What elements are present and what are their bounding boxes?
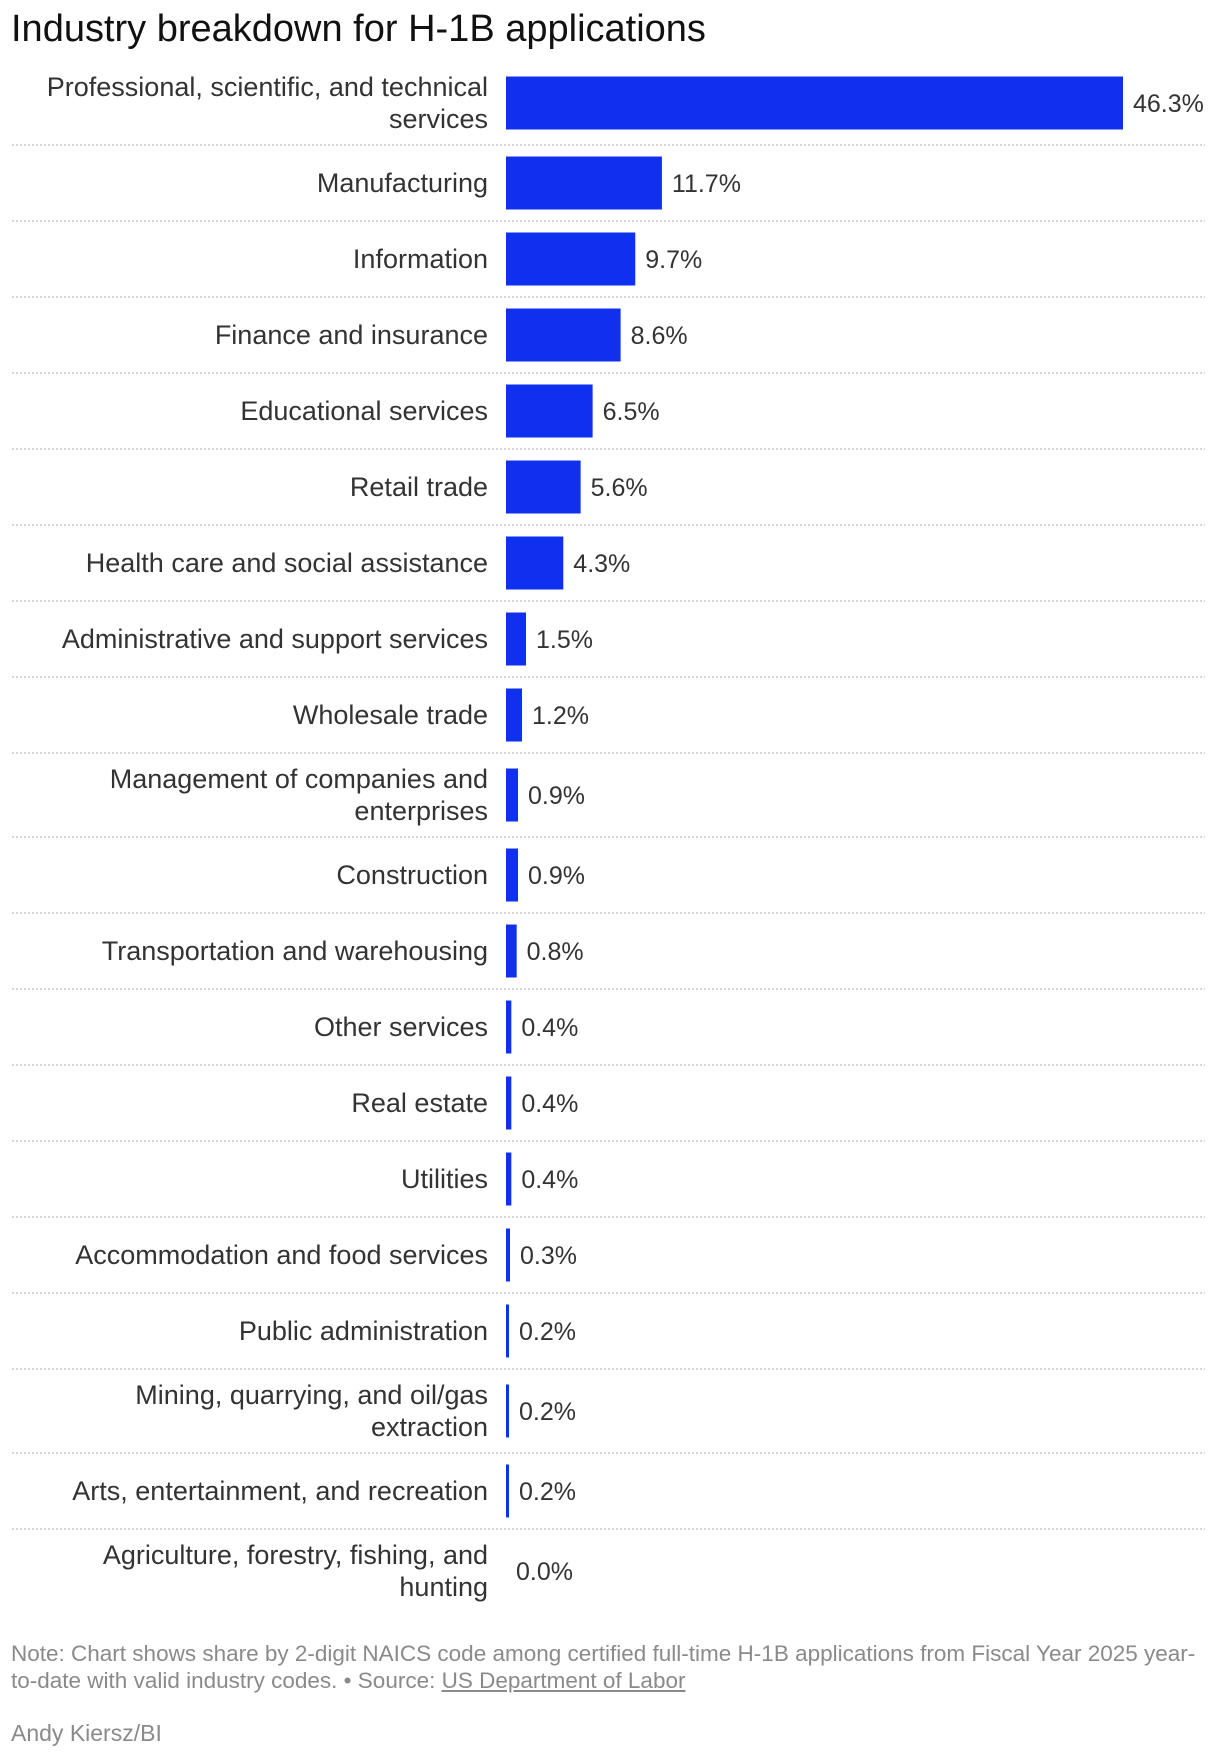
category-label: Information: [352, 244, 488, 274]
bar: [506, 1076, 512, 1130]
value-label: 5.6%: [591, 474, 648, 502]
bar: [506, 308, 621, 362]
category-label: Mining, quarrying, and oil/gas extractio…: [135, 1380, 488, 1442]
category-label: Wholesale trade: [292, 700, 488, 730]
bar: [506, 1228, 510, 1282]
category-label: Retail trade: [349, 472, 488, 502]
bar: [506, 76, 1123, 130]
value-label: 46.3%: [1133, 90, 1204, 118]
bar: [506, 848, 518, 902]
bar: [506, 1464, 509, 1518]
category-label: Management of companies and enterprises: [109, 764, 488, 826]
note-text: Note: Chart shows share by 2-digit NAICS…: [11, 1641, 1196, 1693]
value-label: 11.7%: [672, 170, 741, 198]
bar: [506, 536, 564, 590]
category-label: Health care and social assistance: [85, 548, 488, 578]
bar: [506, 384, 593, 438]
category-label: Utilities: [400, 1164, 488, 1194]
category-label: Educational services: [240, 396, 488, 426]
value-label: 0.4%: [521, 1014, 578, 1042]
category-label: Accommodation and food services: [75, 1240, 488, 1270]
value-label: 0.9%: [528, 782, 585, 810]
category-label: Finance and insurance: [214, 320, 488, 350]
bar-chart: 46.3% 11.7% 9.7% 8.6% 6.5% 5.6% 4.3% 1.5% 1.2% 0.…: [12, 76, 1205, 1586]
bar: [506, 156, 662, 210]
bar: [506, 768, 518, 822]
bar: [506, 612, 526, 666]
value-label: 0.2%: [519, 1398, 576, 1426]
value-label: 0.3%: [520, 1242, 577, 1270]
category-label: Manufacturing: [316, 168, 488, 198]
value-label: 0.2%: [519, 1478, 576, 1506]
bar: [506, 924, 517, 978]
bar: [506, 1384, 509, 1438]
category-label: Agriculture, forestry, fishing, and hunt…: [102, 1540, 488, 1602]
category-label: Public administration: [238, 1316, 488, 1346]
source-link[interactable]: US Department of Labor: [441, 1668, 686, 1693]
bar: [506, 1000, 512, 1054]
value-label: 6.5%: [603, 398, 660, 426]
value-label: 4.3%: [573, 550, 630, 578]
chart-title: Industry breakdown for H-1B applications: [11, 8, 706, 50]
bar: [506, 460, 581, 514]
chart-note: Note: Chart shows share by 2-digit NAICS…: [11, 1640, 1206, 1694]
bar: [506, 1152, 512, 1206]
category-label: Other services: [313, 1012, 488, 1042]
category-label: Professional, scientific, and technical …: [46, 72, 488, 134]
value-label: 0.4%: [521, 1090, 578, 1118]
category-label: Real estate: [351, 1088, 488, 1118]
category-label: Administrative and support services: [61, 624, 488, 654]
value-label: 8.6%: [631, 322, 688, 350]
value-label: 0.0%: [516, 1558, 573, 1586]
value-label: 0.2%: [519, 1318, 576, 1346]
value-label: 0.9%: [528, 862, 585, 890]
category-label: Transportation and warehousing: [101, 936, 488, 966]
byline: Andy Kiersz/BI: [11, 1720, 162, 1746]
value-label: 9.7%: [645, 246, 702, 274]
value-label: 0.8%: [527, 938, 584, 966]
value-label: 1.2%: [532, 702, 589, 730]
bar: [506, 232, 636, 286]
category-label: Construction: [336, 860, 488, 890]
bar: [506, 1304, 509, 1358]
category-label: Arts, entertainment, and recreation: [72, 1476, 488, 1506]
value-label: 0.4%: [521, 1166, 578, 1194]
value-label: 1.5%: [536, 626, 593, 654]
bar: [506, 688, 522, 742]
